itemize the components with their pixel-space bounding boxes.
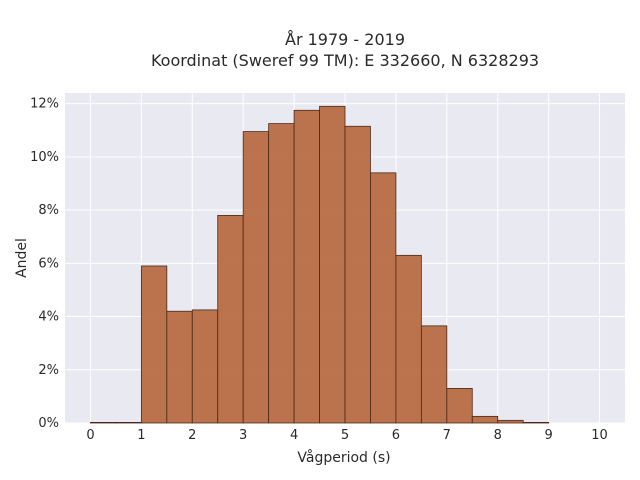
histogram-bar: [471, 415, 499, 424]
x-tick-label: 0: [86, 428, 94, 443]
x-tick-label: 10: [591, 428, 608, 443]
x-tick-label: 8: [494, 428, 502, 443]
histogram-bar: [268, 123, 295, 424]
x-tick-labels: 0 1 2 3 4 5 6 7 8 9 10: [86, 428, 608, 443]
y-axis-label: Andel: [14, 238, 30, 278]
histogram-bar: [242, 131, 270, 424]
y-tick-label: 8%: [38, 203, 59, 218]
y-tick-label: 4%: [38, 310, 59, 325]
x-tick-label: 2: [188, 428, 196, 443]
y-tick-label: 2%: [38, 363, 59, 378]
y-tick-label: 0%: [38, 416, 59, 431]
chart-title-line2: Koordinat (Sweref 99 TM): E 332660, N 63…: [151, 51, 539, 70]
histogram-bar: [319, 105, 346, 424]
x-tick-label: 1: [137, 428, 145, 443]
histogram-bar: [90, 421, 117, 424]
histogram-bar: [420, 325, 448, 424]
histogram-bar: [166, 310, 193, 424]
y-tick-label: 10%: [30, 150, 59, 165]
histogram-bar: [217, 215, 244, 424]
x-tick-label: 9: [544, 428, 552, 443]
histogram-bar: [293, 109, 320, 424]
histogram-bar: [497, 419, 524, 424]
histogram-bar: [115, 421, 142, 424]
histogram-bar: [395, 254, 422, 424]
y-tick-labels: 0% 2% 4% 6% 8% 10% 12%: [30, 97, 59, 431]
bars-group: [90, 105, 550, 424]
histogram-bar: [191, 309, 219, 424]
x-tick-label: 4: [290, 428, 298, 443]
histogram-bar: [370, 172, 397, 424]
histogram-bar: [446, 388, 473, 424]
x-tick-label: 5: [341, 428, 349, 443]
x-tick-label: 3: [239, 428, 247, 443]
histogram-bar: [140, 265, 168, 424]
x-tick-label: 7: [443, 428, 451, 443]
histogram-bar: [344, 125, 371, 424]
y-tick-label: 12%: [30, 97, 59, 112]
x-axis-label: Vågperiod (s): [297, 449, 390, 466]
y-tick-label: 6%: [38, 256, 59, 271]
chart-title-line1: År 1979 - 2019: [285, 30, 405, 49]
x-tick-label: 6: [392, 428, 400, 443]
histogram-bar: [522, 421, 550, 424]
